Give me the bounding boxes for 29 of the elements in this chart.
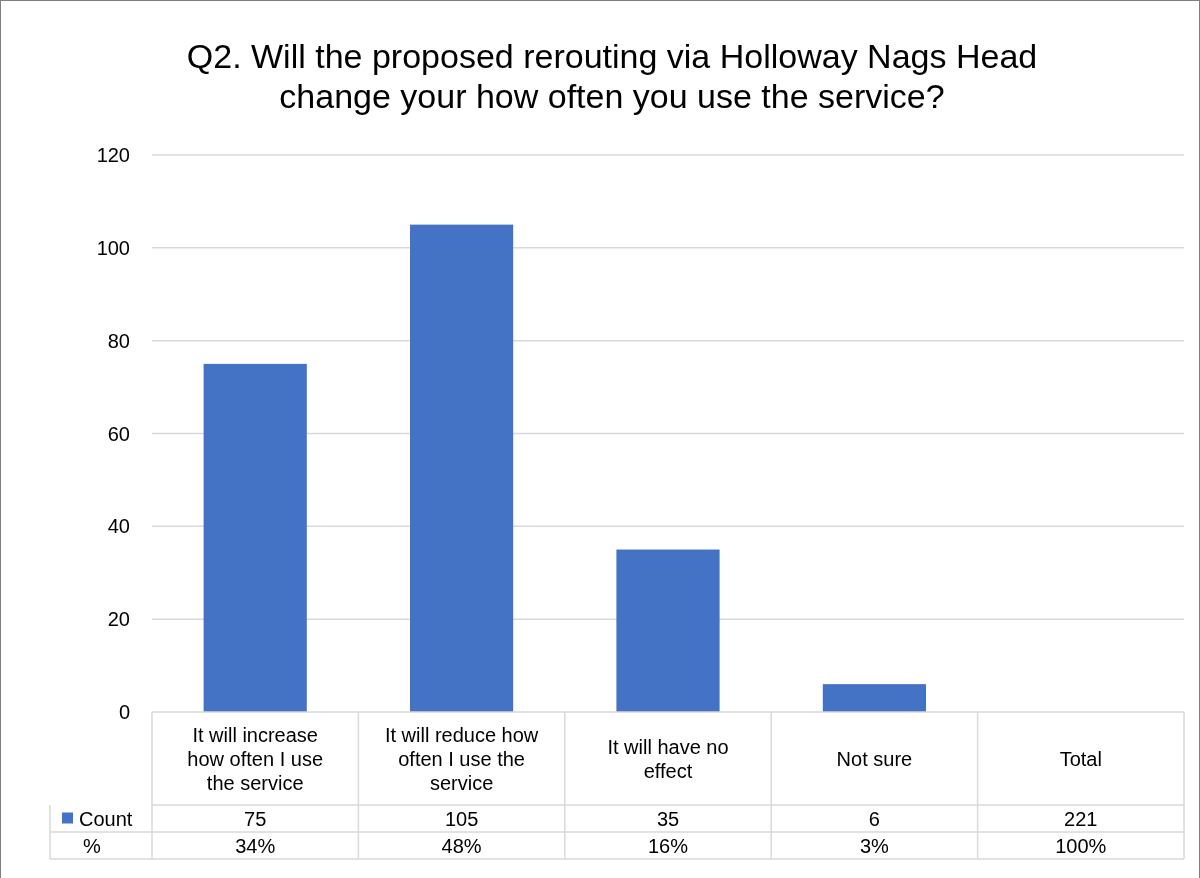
y-tick-label: 100: [96, 236, 130, 259]
data-label: 6: [868, 807, 880, 830]
bar: [616, 549, 720, 712]
x-tick-label: It will have no effect: [607, 735, 729, 782]
x-tick-label: Total: [1059, 747, 1102, 770]
text: 48%: [441, 834, 482, 857]
text: %: [83, 834, 102, 857]
y-tick-label: 0: [118, 701, 130, 723]
text: 16%: [647, 834, 689, 857]
y-tick-label: 40: [107, 515, 130, 538]
text: 3%: [859, 834, 890, 857]
text: 34%: [235, 834, 276, 857]
chart-title: Q2. Will the proposed rerouting via Holloway Nags Head change your how often you use the service?: [186, 37, 1038, 115]
y-tick-label: 20: [107, 608, 130, 631]
x-tick-label: It will reduce how often I use the service: [384, 723, 539, 794]
x-tick-label: Not sure: [836, 747, 913, 770]
data-label: 105: [444, 807, 479, 830]
x-tick-label: It will increase how often I use the service: [187, 723, 324, 794]
bar: [203, 363, 307, 712]
y-tick-label: 80: [107, 329, 130, 352]
legend-label: Count: [79, 807, 133, 830]
bar: [410, 224, 514, 712]
data-label: 35: [656, 807, 680, 830]
bar: [822, 684, 926, 712]
text: 100%: [1055, 834, 1107, 857]
y-tick-label: 60: [107, 422, 130, 445]
text: 221: [1064, 807, 1098, 830]
y-tick-label: 120: [96, 144, 130, 166]
data-label: 75: [244, 807, 267, 830]
